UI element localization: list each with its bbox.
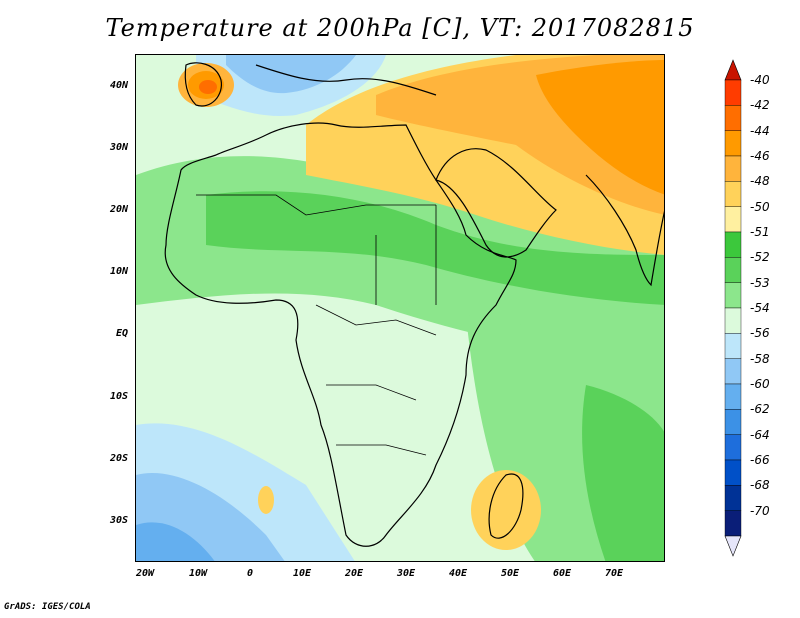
temperature-field <box>136 55 664 561</box>
lat-label-40n: 40N <box>109 80 128 91</box>
colorbar-label: -52 <box>750 250 770 265</box>
lat-label-20n: 20N <box>109 204 128 215</box>
colorbar-label: -66 <box>750 453 770 467</box>
colorbar-bottom-arrow <box>724 535 742 557</box>
border-line-4 <box>336 444 427 456</box>
footer-credit: GrADS: IGES/COLA <box>4 602 91 612</box>
colorbar-swatch <box>724 206 742 233</box>
lat-label-20s: 20S <box>109 453 128 464</box>
lat-label-10n: 10N <box>109 266 128 277</box>
field-colder-med <box>226 55 356 94</box>
lon-label-40e: 40E <box>448 568 468 579</box>
colorbar-swatch <box>724 510 742 537</box>
lon-label-70e: 70E <box>604 568 624 579</box>
africa-coastline <box>164 122 517 547</box>
india-coastline <box>585 174 664 287</box>
border-line-1 <box>196 194 436 216</box>
border-line-3 <box>326 384 417 401</box>
colorbar-label: -62 <box>750 402 770 417</box>
colorbar-label: -58 <box>750 351 770 366</box>
lon-label-60e: 60E <box>552 568 572 579</box>
lon-label-10w: 10W <box>188 568 208 579</box>
map-title: Temperature at 200hPa [C], VT: 201708281… <box>105 14 695 42</box>
colorbar-swatch <box>724 409 742 435</box>
colorbar-label: -60 <box>750 377 770 391</box>
med-north-coastline <box>255 64 437 96</box>
colorbar-swatch <box>724 155 742 182</box>
temperature-map <box>135 54 665 562</box>
lon-label-30e: 30E <box>396 568 416 579</box>
lat-label-eq: EQ <box>115 328 128 339</box>
colorbar-label: -48 <box>750 174 770 189</box>
field-hot-east <box>536 60 664 195</box>
colorbar-label: -56 <box>750 326 770 341</box>
lon-label-20w: 20W <box>135 568 155 579</box>
colorbar-label: -64 <box>750 427 770 442</box>
field-madagascar-warm <box>471 470 541 550</box>
colorbar-swatch <box>724 459 742 486</box>
colorbar-swatch <box>724 485 742 511</box>
colorbar-swatch <box>724 257 742 283</box>
colorbar-label: -50 <box>750 199 770 214</box>
colorbar-label: -44 <box>750 123 770 138</box>
iberia-coastline <box>184 62 223 107</box>
lat-label-30s: 30S <box>109 515 128 526</box>
colorbar-swatch <box>724 231 742 258</box>
field-coldest-sw <box>136 522 215 561</box>
arabia-coastline <box>435 148 557 258</box>
field-green-core <box>206 191 664 305</box>
lat-label-30n: 30N <box>109 142 128 153</box>
colorbar-swatch <box>724 383 742 410</box>
colorbar-swatch <box>724 282 742 309</box>
colorbar-label: -68 <box>750 478 770 493</box>
lat-label-10s: 10S <box>109 391 128 402</box>
border-line-5 <box>375 205 437 305</box>
field-iberia-core <box>199 80 217 94</box>
colorbar-label: -42 <box>750 98 770 113</box>
colorbar-label: -51 <box>750 225 770 239</box>
colorbar-swatch <box>724 181 742 207</box>
lon-label-50e: 50E <box>500 568 520 579</box>
colorbar-label: -46 <box>750 149 770 163</box>
colorbar-swatch <box>724 358 742 385</box>
colorbar <box>724 59 742 557</box>
colorbar-swatch <box>724 434 742 461</box>
colorbar-label: -40 <box>750 73 770 87</box>
lon-label-0: 0 <box>246 568 254 579</box>
colorbar-label: -70 <box>750 503 770 518</box>
colorbar-swatch <box>724 79 742 106</box>
colorbar-swatch <box>724 130 742 157</box>
colorbar-label: -53 <box>750 275 770 290</box>
colorbar-swatch <box>724 105 742 131</box>
madagascar-coastline <box>488 473 524 539</box>
field-green-east-core <box>582 385 664 561</box>
border-line-2 <box>315 304 437 336</box>
colorbar-swatch <box>724 333 742 359</box>
colorbar-swatch <box>724 307 742 334</box>
field-south-atlantic-warm <box>258 486 274 514</box>
colorbar-label: -54 <box>750 301 770 315</box>
lon-label-20e: 20E <box>344 568 364 579</box>
lon-label-10e: 10E <box>292 568 312 579</box>
colorbar-top-arrow <box>724 59 742 81</box>
